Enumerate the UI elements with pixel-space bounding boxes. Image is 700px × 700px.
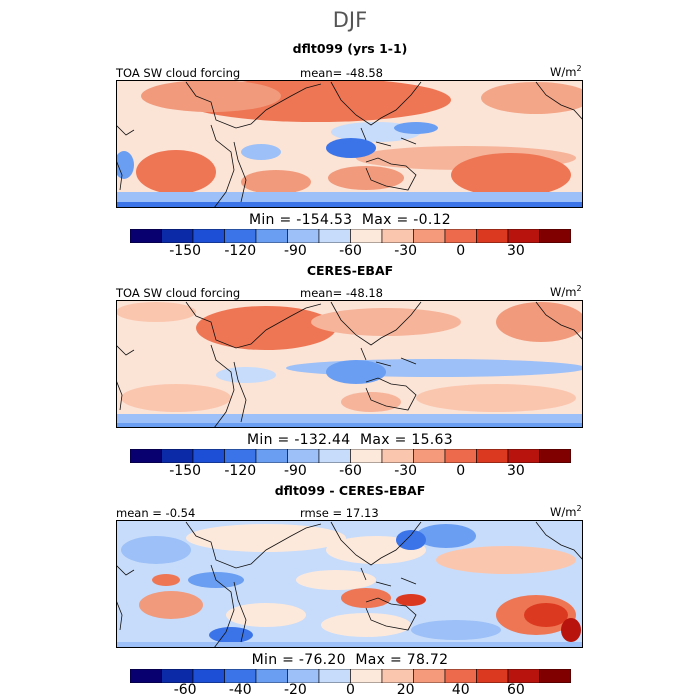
colorbar-swatch <box>507 229 540 243</box>
colorbar-swatch <box>130 669 162 683</box>
colorbar-swatch <box>318 229 351 243</box>
panel-1-map <box>116 80 583 208</box>
panel-3-field <box>116 524 583 648</box>
colorbar-tick: 0 <box>456 463 466 479</box>
panel-2-colorbar <box>130 449 571 463</box>
colorbar-swatch <box>318 669 351 683</box>
panel-2-unit-label: W/m2 <box>550 284 582 299</box>
panel-3-coastlines <box>116 521 583 648</box>
panel-3-mean-label: mean = -0.54 <box>116 506 196 520</box>
panel-3-rmse-label: rmse = 17.13 <box>300 506 379 520</box>
colorbar-swatch <box>539 449 571 463</box>
colorbar-swatch <box>507 669 540 683</box>
colorbar-swatch <box>476 449 509 463</box>
colorbar-swatch <box>130 229 162 243</box>
colorbar-swatch <box>444 449 477 463</box>
panel-2-variable-label: TOA SW cloud forcing <box>116 286 241 300</box>
colorbar-swatch <box>161 669 194 683</box>
colorbar-swatch <box>381 449 414 463</box>
colorbar-swatch <box>350 669 383 683</box>
colorbar-tick: 60 <box>506 682 525 698</box>
panel-2-mean-label: mean= -48.18 <box>300 286 383 300</box>
colorbar-swatch <box>350 229 383 243</box>
colorbar-swatch <box>161 229 194 243</box>
panel-1-variable-label: TOA SW cloud forcing <box>116 66 241 80</box>
panel-3-min-max: Min = -76.20 Max = 78.72 <box>251 652 449 668</box>
colorbar-swatch <box>413 229 446 243</box>
colorbar-tick: 20 <box>396 682 415 698</box>
colorbar-swatch <box>444 669 477 683</box>
colorbar-swatch <box>161 449 194 463</box>
panel-1-coastlines <box>116 81 583 208</box>
panel-2-min-max: Min = -132.44 Max = 15.63 <box>247 432 453 448</box>
colorbar-swatch <box>224 449 257 463</box>
colorbar-swatch <box>476 669 509 683</box>
colorbar-tick: -90 <box>283 463 307 479</box>
colorbar-swatch <box>413 669 446 683</box>
colorbar-swatch <box>287 229 320 243</box>
colorbar-tick: -90 <box>283 243 307 259</box>
colorbar-tick: -120 <box>224 463 257 479</box>
season-title: DJF <box>332 8 368 32</box>
colorbar-swatch <box>287 669 320 683</box>
colorbar-tick: -150 <box>169 463 202 479</box>
colorbar-tick: 30 <box>506 243 525 259</box>
colorbar-tick: 0 <box>456 243 466 259</box>
colorbar-swatch <box>192 449 225 463</box>
colorbar-swatch <box>224 669 257 683</box>
colorbar-swatch <box>255 669 288 683</box>
colorbar-tick: -150 <box>169 243 202 259</box>
colorbar-swatch <box>381 669 414 683</box>
colorbar-tick: 0 <box>346 682 355 698</box>
colorbar-swatch <box>539 669 571 683</box>
colorbar-swatch <box>130 449 162 463</box>
colorbar-swatch <box>192 229 225 243</box>
colorbar-swatch <box>507 449 540 463</box>
colorbar-tick: -30 <box>394 463 418 479</box>
panel-2-map <box>116 300 583 428</box>
colorbar-tick: -30 <box>394 243 418 259</box>
panel-3-title: dflt099 - CERES-EBAF <box>274 483 426 498</box>
panel-1-min-max: Min = -154.53 Max = -0.12 <box>248 212 452 228</box>
panel-3-colorbar-ticks: -60 -40 -20 0 20 40 60 <box>130 682 571 698</box>
colorbar-tick: -60 <box>173 682 197 698</box>
colorbar-tick: -120 <box>224 243 257 259</box>
colorbar-swatch <box>444 229 477 243</box>
colorbar-swatch <box>255 449 288 463</box>
panel-3-unit-label: W/m2 <box>550 504 582 519</box>
colorbar-swatch <box>318 449 351 463</box>
colorbar-swatch <box>539 229 571 243</box>
colorbar-tick: -60 <box>339 243 362 259</box>
panel-1-mean-label: mean= -48.58 <box>300 66 383 80</box>
panel-2-coastlines <box>116 301 583 428</box>
colorbar-tick: -60 <box>339 463 362 479</box>
panel-1-colorbar <box>130 229 571 243</box>
panel-2-field <box>116 302 583 428</box>
colorbar-swatch <box>255 229 288 243</box>
panel-3-colorbar <box>130 669 571 683</box>
panel-1-title: dflt099 (yrs 1-1) <box>292 41 408 56</box>
panel-3-map <box>116 520 583 648</box>
colorbar-swatch <box>192 669 225 683</box>
panel-2-title: CERES-EBAF <box>306 263 394 278</box>
panel-1-colorbar-ticks: -150 -120 -90 -60 -30 0 30 <box>130 243 571 259</box>
panel-1-unit-label: W/m2 <box>550 64 582 79</box>
colorbar-swatch <box>224 229 257 243</box>
colorbar-swatch <box>287 449 320 463</box>
colorbar-tick: -40 <box>228 682 252 698</box>
colorbar-swatch <box>350 449 383 463</box>
colorbar-tick: 40 <box>451 682 470 698</box>
colorbar-swatch <box>476 229 509 243</box>
panel-2-colorbar-ticks: -150 -120 -90 -60 -30 0 30 <box>130 463 571 479</box>
colorbar-swatch <box>413 449 446 463</box>
panel-1-field <box>116 80 583 208</box>
colorbar-swatch <box>381 229 414 243</box>
colorbar-tick: -20 <box>283 682 307 698</box>
colorbar-tick: 30 <box>506 463 525 479</box>
